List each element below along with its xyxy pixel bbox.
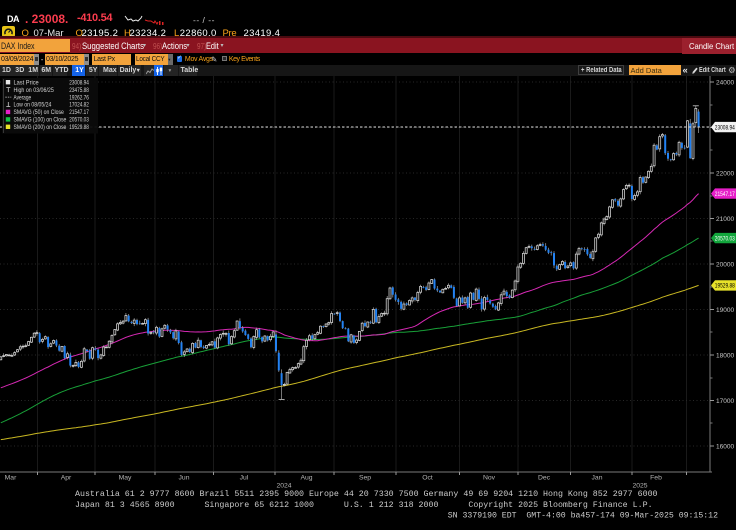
svg-text:Dec: Dec <box>538 475 551 482</box>
svg-text:Mar: Mar <box>5 475 17 482</box>
svg-text:2024: 2024 <box>276 483 291 490</box>
svg-text:19262.76: 19262.76 <box>69 94 89 101</box>
svg-text:2025: 2025 <box>632 483 647 490</box>
svg-text:18000: 18000 <box>716 352 734 359</box>
svg-text:20570.03: 20570.03 <box>715 235 735 242</box>
svg-text:Nov: Nov <box>483 475 496 482</box>
svg-text:SMAVG (50) on Close: SMAVG (50) on Close <box>14 109 65 116</box>
svg-text:21000: 21000 <box>716 216 734 223</box>
svg-text:Jan: Jan <box>592 475 603 482</box>
svg-text:Jun: Jun <box>179 475 190 482</box>
svg-text:21547.17: 21547.17 <box>715 191 735 198</box>
svg-text:May: May <box>119 475 132 482</box>
svg-text:Oct: Oct <box>422 475 433 482</box>
svg-text:23475.88: 23475.88 <box>69 87 89 94</box>
svg-text:19529.88: 19529.88 <box>69 124 89 131</box>
svg-text:SN 3379190 EDT GMT-4:00 ba457: SN 3379190 EDT GMT-4:00 ba457-174 09-Mar… <box>448 511 718 521</box>
svg-text:SMAVG (200) on Close: SMAVG (200) on Close <box>14 124 67 131</box>
svg-text:20570.03: 20570.03 <box>69 117 89 124</box>
svg-text:Sep: Sep <box>359 475 371 482</box>
svg-text:Apr: Apr <box>61 475 72 482</box>
svg-text:Japan 81 3 4565 8900 Sing: Japan 81 3 4565 8900 Singapore 65 6212 1… <box>75 500 653 510</box>
svg-text:Average: Average <box>14 94 32 101</box>
svg-text:SMAVG (100) on Close: SMAVG (100) on Close <box>14 117 67 124</box>
svg-text:Jul: Jul <box>240 475 249 482</box>
svg-text:19529.88: 19529.88 <box>715 283 735 290</box>
svg-text:17024.82: 17024.82 <box>69 102 89 109</box>
svg-text:22000: 22000 <box>716 170 734 177</box>
svg-text:Last Price: Last Price <box>14 79 40 86</box>
svg-text:16000: 16000 <box>716 443 734 450</box>
svg-text:Australia 61 2 9777 8600 Brazi: Australia 61 2 9777 8600 Brazil 5511 239… <box>75 489 658 499</box>
svg-text:21547.17: 21547.17 <box>69 109 89 116</box>
svg-text:24000: 24000 <box>716 79 734 86</box>
svg-text:23008.94: 23008.94 <box>69 79 89 86</box>
svg-text:23008.94: 23008.94 <box>715 124 735 131</box>
svg-text:Feb: Feb <box>650 475 662 482</box>
svg-text:Low on 08/05/24: Low on 08/05/24 <box>14 102 52 109</box>
svg-text:19000: 19000 <box>716 307 734 314</box>
svg-text:High on 03/06/25: High on 03/06/25 <box>14 87 55 94</box>
svg-text:20000: 20000 <box>716 261 734 268</box>
svg-text:Aug: Aug <box>300 475 312 482</box>
svg-text:17000: 17000 <box>716 398 734 405</box>
